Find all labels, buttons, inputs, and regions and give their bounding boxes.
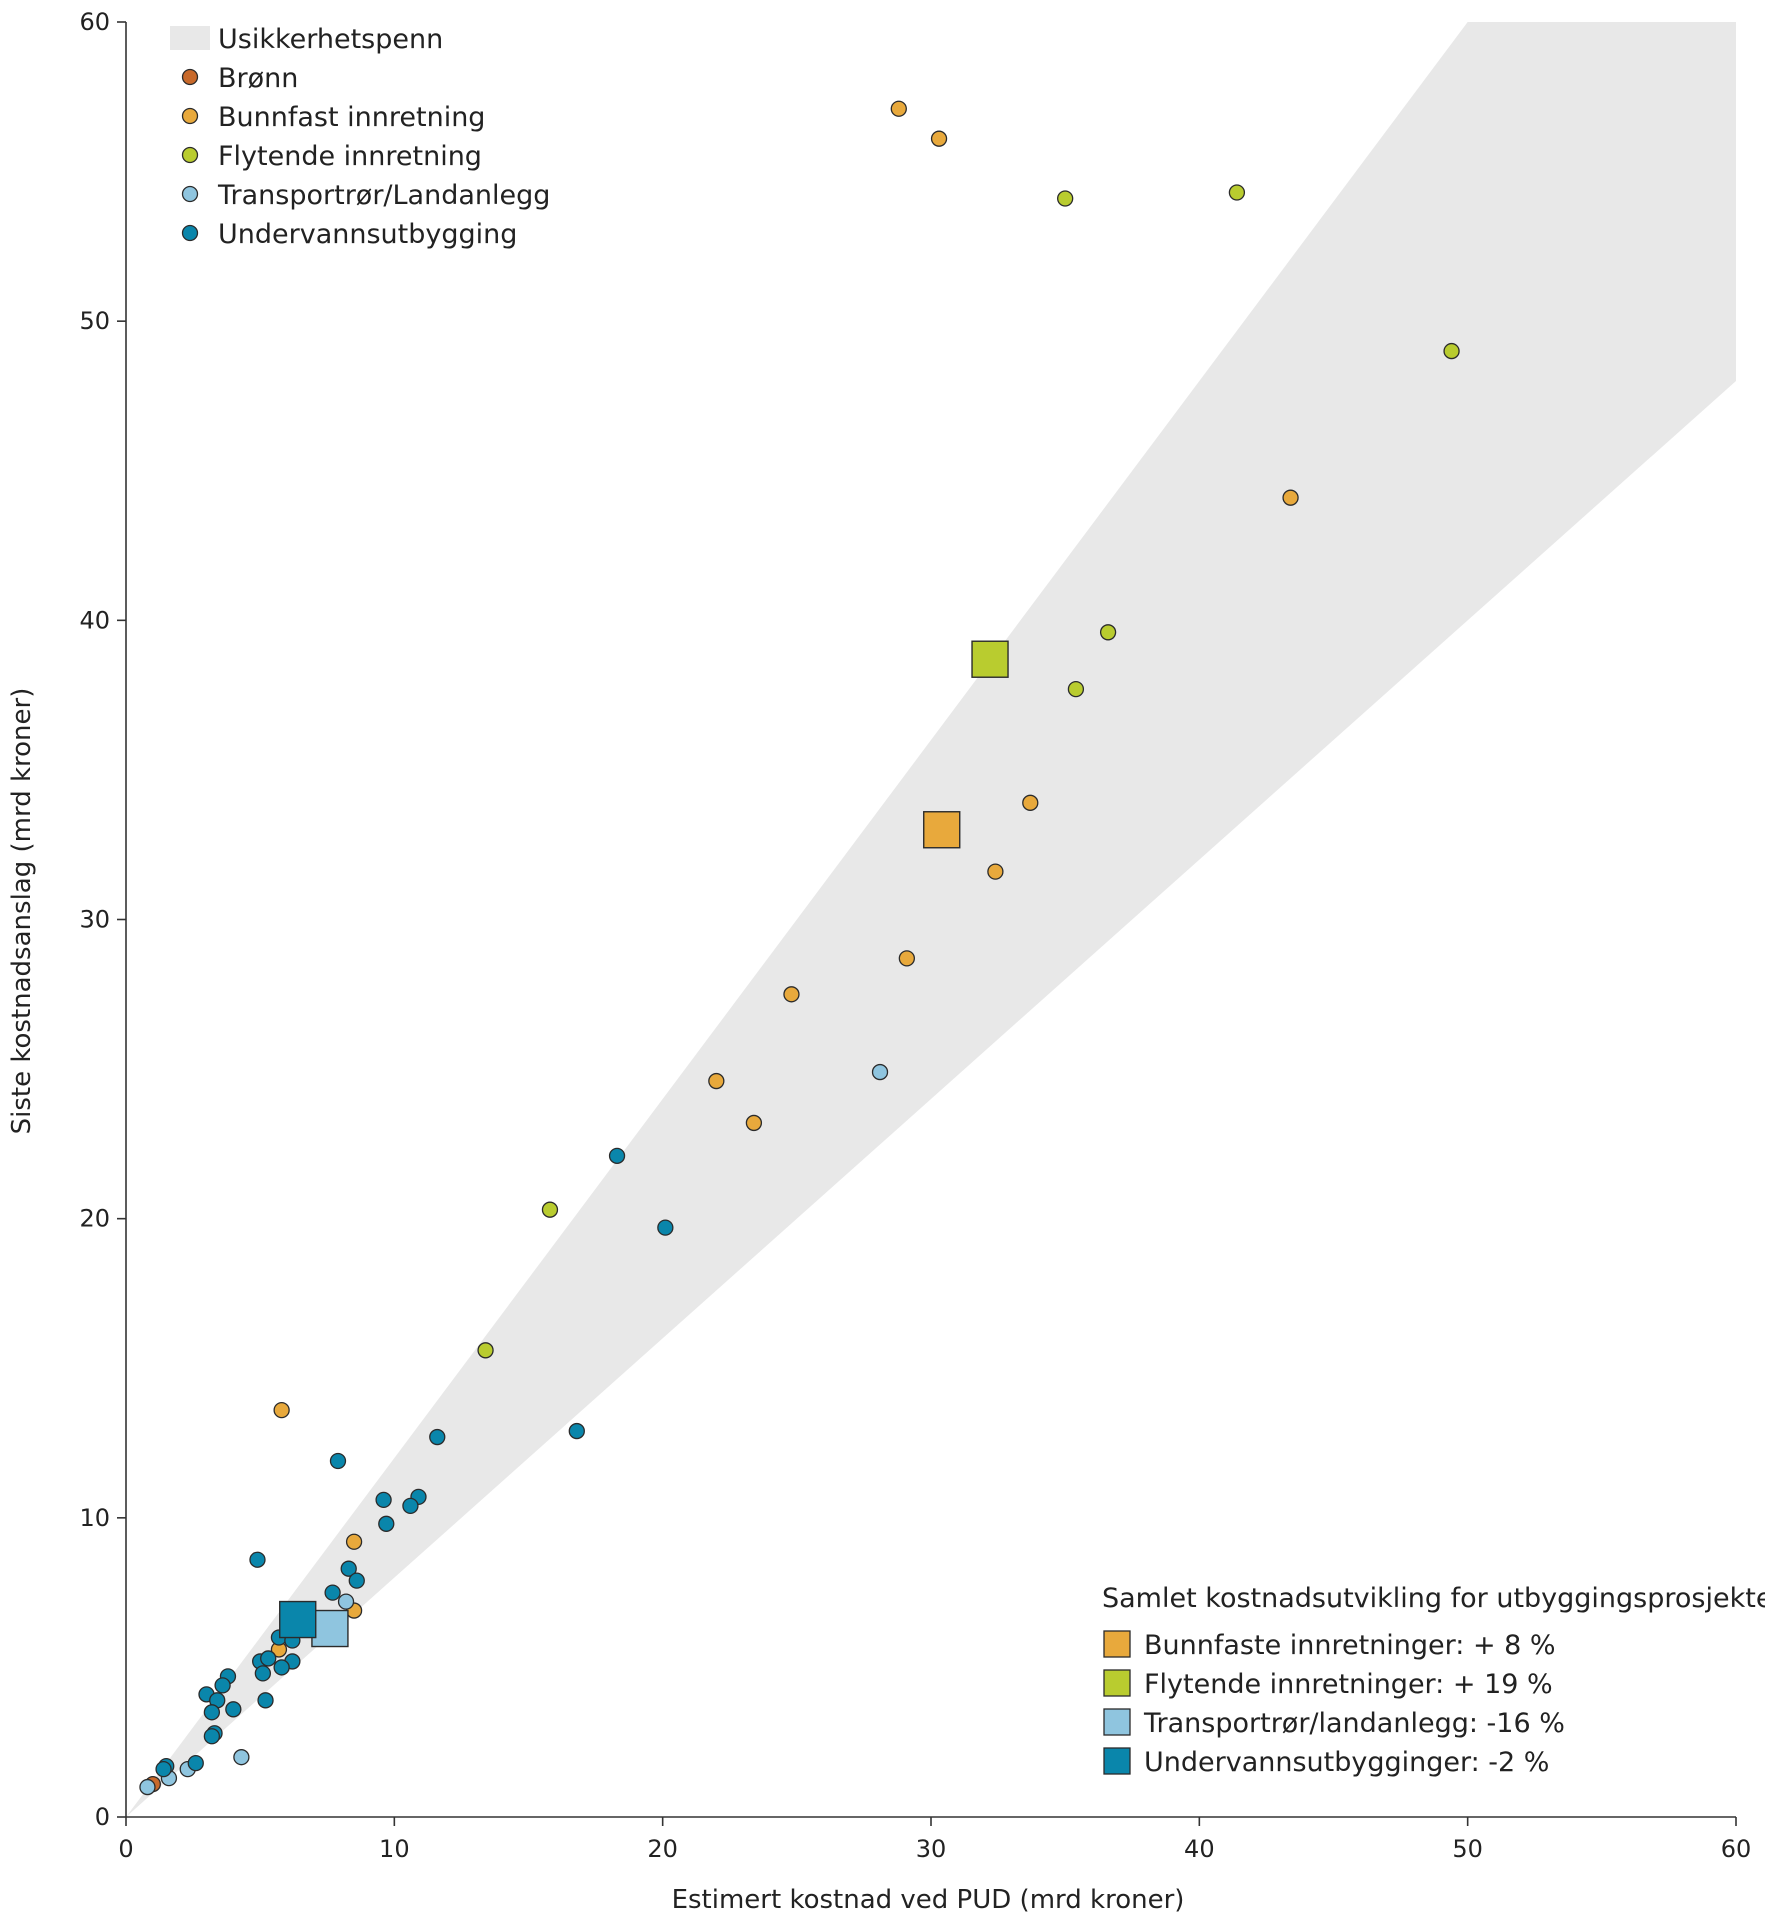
y-tick-label: 40 bbox=[79, 606, 110, 634]
data-point-undervannsutbygging bbox=[568, 1422, 585, 1440]
data-point-undervannsutbygging bbox=[214, 1677, 231, 1694]
data-point-undervannsutbygging bbox=[375, 1491, 392, 1509]
aggregate-legend-swatch-0 bbox=[1103, 1630, 1131, 1658]
data-point-flytende-innretning bbox=[1443, 342, 1460, 360]
x-tick-label: 30 bbox=[916, 1835, 947, 1863]
uncertainty-band bbox=[126, 22, 1736, 1817]
data-point-transportr-r-landanlegg bbox=[871, 1063, 889, 1081]
x-tick-label: 10 bbox=[379, 1835, 410, 1863]
aggregate-markers bbox=[279, 640, 1009, 1648]
aggregate-legend-swatch-2 bbox=[1103, 1708, 1131, 1736]
x-tick-label: 0 bbox=[118, 1835, 133, 1863]
data-point-undervannsutbygging bbox=[340, 1560, 357, 1577]
data-point-bunnfast-innretning bbox=[345, 1533, 363, 1550]
aggregate-legend-label-1: Flytende innretninger: + 19 % bbox=[1144, 1669, 1553, 1700]
data-point-flytende-innretning bbox=[541, 1201, 559, 1218]
data-point-bunnfast-innretning bbox=[1282, 489, 1299, 506]
data-point-undervannsutbygging bbox=[254, 1665, 272, 1682]
data-point-transportr-r-landanlegg bbox=[233, 1749, 250, 1766]
aggregate-marker-3 bbox=[279, 1600, 317, 1639]
aggregate-legend-label-2: Transportrør/landanlegg: -16 % bbox=[1143, 1708, 1565, 1739]
data-point-bunnfast-innretning bbox=[708, 1072, 725, 1090]
axes: 0 10 20 30 40 50 60 0 10 20 30 40 50 60 bbox=[79, 8, 1751, 1863]
aggregate-marker-1 bbox=[971, 640, 1009, 678]
legend-categories: Usikkerhetspenn Brønn Bunnfast innretning… bbox=[170, 24, 550, 250]
data-point-undervannsutbygging bbox=[225, 1701, 242, 1718]
aggregate-legend-swatch-3 bbox=[1103, 1747, 1131, 1775]
data-point-undervannsutbygging bbox=[329, 1452, 347, 1470]
legend-swatch-1 bbox=[181, 107, 199, 125]
legend-label-3: Transportrør/Landanlegg bbox=[217, 180, 550, 211]
data-point-bunnfast-innretning bbox=[987, 863, 1004, 880]
data-point-bunnfast-innretning bbox=[745, 1114, 763, 1132]
y-tick-label: 0 bbox=[95, 1803, 110, 1831]
legend-swatch-0 bbox=[181, 68, 199, 86]
y-tick-label: 20 bbox=[79, 1205, 110, 1233]
data-point-transportr-r-landanlegg bbox=[337, 1593, 355, 1610]
y-tick-label: 30 bbox=[79, 906, 110, 934]
data-point-bunnfast-innretning bbox=[930, 130, 948, 147]
data-point-undervannsutbygging bbox=[348, 1572, 365, 1589]
data-point-flytende-innretning bbox=[477, 1342, 494, 1359]
data-point-transportr-r-landanlegg bbox=[139, 1778, 156, 1796]
data-point-undervannsutbygging bbox=[324, 1584, 341, 1601]
y-tick-label: 10 bbox=[79, 1504, 110, 1532]
data-point-undervannsutbygging bbox=[249, 1551, 266, 1568]
data-point-undervannsutbygging bbox=[155, 1760, 172, 1778]
aggregate-legend-label-0: Bunnfaste innretninger: + 8 % bbox=[1144, 1630, 1556, 1661]
data-point-undervannsutbygging bbox=[608, 1147, 626, 1164]
data-point-bunnfast-innretning bbox=[1022, 794, 1039, 811]
data-points bbox=[139, 100, 1460, 1796]
legend-label-0: Brønn bbox=[218, 63, 298, 94]
legend-label-2: Flytende innretning bbox=[218, 141, 482, 172]
legend-band-label: Usikkerhetspenn bbox=[218, 24, 443, 55]
data-point-undervannsutbygging bbox=[429, 1428, 446, 1446]
legend-swatch-3 bbox=[181, 185, 199, 203]
x-tick-label: 20 bbox=[647, 1835, 678, 1863]
data-point-undervannsutbygging bbox=[187, 1755, 204, 1772]
data-point-flytende-innretning bbox=[1228, 184, 1246, 201]
legend-band-swatch bbox=[170, 26, 210, 50]
data-point-bunnfast-innretning bbox=[783, 986, 800, 1003]
aggregate-marker-2 bbox=[311, 1609, 349, 1648]
data-point-undervannsutbygging bbox=[378, 1515, 395, 1532]
x-tick-label: 40 bbox=[1184, 1835, 1215, 1863]
x-tick-label: 50 bbox=[1452, 1835, 1483, 1863]
legend-label-4: Undervannsutbygging bbox=[218, 219, 517, 250]
data-point-undervannsutbygging bbox=[203, 1728, 221, 1745]
data-point-flytende-innretning bbox=[1099, 624, 1117, 641]
data-point-undervannsutbygging bbox=[260, 1650, 277, 1667]
legend-label-1: Bunnfast innretning bbox=[218, 102, 485, 133]
data-point-bunnfast-innretning bbox=[898, 950, 915, 967]
aggregate-legend-swatch-1 bbox=[1103, 1669, 1131, 1697]
data-point-undervannsutbygging bbox=[257, 1692, 274, 1709]
aggregate-legend-label-3: Undervannsutbygginger: -2 % bbox=[1144, 1747, 1549, 1778]
data-point-undervannsutbygging bbox=[203, 1704, 221, 1721]
data-point-bunnfast-innretning bbox=[273, 1401, 290, 1419]
data-point-undervannsutbygging bbox=[273, 1659, 290, 1676]
data-point-bunnfast-innretning bbox=[890, 100, 907, 117]
uncertainty-band-layer bbox=[126, 22, 1736, 1817]
data-point-undervannsutbygging bbox=[657, 1219, 674, 1236]
data-point-undervannsutbygging bbox=[402, 1497, 419, 1515]
legend-aggregate: Samlet kostnadsutvikling for utbyggingsp… bbox=[1102, 1583, 1765, 1778]
aggregate-marker-0 bbox=[923, 811, 961, 849]
data-point-flytende-innretning bbox=[1067, 680, 1085, 698]
legend-swatch-2 bbox=[181, 146, 199, 164]
legend-aggregate-title: Samlet kostnadsutvikling for utbyggingsp… bbox=[1102, 1583, 1765, 1614]
y-tick-label: 60 bbox=[79, 8, 110, 36]
y-tick-label: 50 bbox=[79, 307, 110, 335]
x-tick-label: 60 bbox=[1721, 1835, 1752, 1863]
data-point-flytende-innretning bbox=[1057, 190, 1074, 207]
y-axis-title: Siste kostnadsanslag (mrd kroner) bbox=[7, 688, 37, 1135]
x-axis-title: Estimert kostnad ved PUD (mrd kroner) bbox=[672, 1885, 1185, 1915]
legend-swatch-4 bbox=[181, 224, 199, 242]
